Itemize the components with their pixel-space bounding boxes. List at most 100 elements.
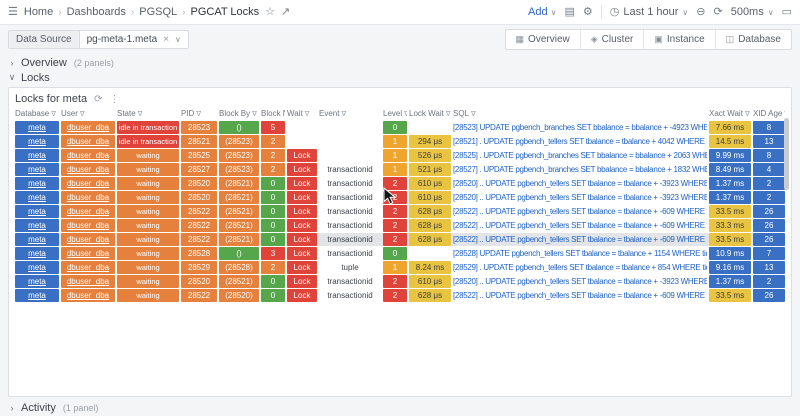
column-header-database[interactable]: Database ∇ <box>15 107 59 120</box>
column-header-sql[interactable]: SQL ∇ <box>453 107 707 120</box>
star-icon[interactable]: ☆ <box>265 5 276 18</box>
cell-database-link[interactable]: meta <box>15 121 59 134</box>
filter-icon[interactable]: ∇ <box>445 110 451 118</box>
column-header-lock-wait[interactable]: Lock Wait ∇ <box>409 107 451 120</box>
column-header-xid-age[interactable]: XID Age∇ <box>753 107 785 120</box>
panel-refresh-icon[interactable]: ⟳ <box>94 93 103 105</box>
column-header-state[interactable]: State ∇ <box>117 107 179 120</box>
view-button-instance[interactable]: ▣ Instance <box>643 29 714 49</box>
filter-icon[interactable]: ∇ <box>252 110 257 118</box>
column-header-xact-wait[interactable]: Xact Wait ∇ <box>709 107 751 120</box>
breadcrumb-item-pgcat-locks[interactable]: PGCAT Locks <box>190 6 260 18</box>
filter-icon[interactable]: ∇ <box>471 110 476 118</box>
cell-database-link[interactable]: meta <box>15 191 59 204</box>
settings-gear-icon[interactable]: ⚙ <box>582 5 593 18</box>
cell-user-link[interactable]: dbuser_dba <box>61 233 115 246</box>
tv-mode-icon[interactable]: ▭ <box>781 5 792 18</box>
dashboard-subnav: Data Source pg-meta-1.meta × ∨ ▦ Overview… <box>0 25 800 53</box>
cell-user-link[interactable]: dbuser_dba <box>61 177 115 190</box>
cell-sql-link[interactable]: [28527] . UPDATE pgbench_branches SET bb… <box>453 164 707 174</box>
filter-icon[interactable]: ∇ <box>304 110 310 118</box>
column-header-block-n[interactable]: Block N∇ <box>261 107 285 120</box>
add-button[interactable]: Add ∨ <box>528 6 556 18</box>
cell-xid-age: 2 <box>753 177 785 190</box>
view-button-database[interactable]: ◫ Database <box>714 29 791 49</box>
cell-block-n: 2 <box>261 135 285 148</box>
cell-user-link[interactable]: dbuser_dba <box>61 163 115 176</box>
breadcrumb-item-dashboards[interactable]: Dashboards <box>66 6 126 18</box>
datasource-select[interactable]: pg-meta-1.meta × ∨ <box>79 29 189 49</box>
filter-icon[interactable]: ∇ <box>744 110 750 118</box>
filter-icon[interactable]: ∇ <box>404 110 407 118</box>
cell-user-link[interactable]: dbuser_dba <box>61 247 115 260</box>
cell-database-link[interactable]: meta <box>15 135 59 148</box>
cell-user-link[interactable]: dbuser_dba <box>61 135 115 148</box>
panel-menu-icon[interactable]: ⋮ <box>109 93 120 105</box>
view-button-cluster[interactable]: ◈ Cluster <box>579 29 644 49</box>
cell-user-link[interactable]: dbuser_dba <box>61 191 115 204</box>
breadcrumb-item-pgsql[interactable]: PGSQL <box>139 6 178 18</box>
column-header-wait[interactable]: Wait ∇ <box>287 107 317 120</box>
breadcrumb-item-home[interactable]: Home <box>23 6 54 18</box>
cell-sql-link[interactable]: [28522] .. UPDATE pgbench_tellers SET tb… <box>453 234 707 244</box>
breadcrumb-separator-icon: › <box>58 6 62 18</box>
menu-icon[interactable]: ☰ <box>8 5 18 18</box>
column-header-level[interactable]: Level ∇ <box>383 107 407 120</box>
cell-user-link[interactable]: dbuser_dba <box>61 289 115 302</box>
view-button-overview[interactable]: ▦ Overview <box>506 30 580 49</box>
cell-user-link[interactable]: dbuser_dba <box>61 261 115 274</box>
cell-database-link[interactable]: meta <box>15 205 59 218</box>
column-header-event[interactable]: Event ∇ <box>319 107 381 120</box>
cell-sql-link[interactable]: [28525] . UPDATE pgbench_branches SET bb… <box>453 150 707 160</box>
column-header-block-by[interactable]: Block By ∇ <box>219 107 259 120</box>
cell-sql-link[interactable]: [28522] .. UPDATE pgbench_tellers SET tb… <box>453 220 707 230</box>
cell-database-link[interactable]: meta <box>15 219 59 232</box>
column-header-pid[interactable]: PID ∇ <box>181 107 217 120</box>
cell-sql-link[interactable]: [28523] UPDATE pgbench_branches SET bbal… <box>453 122 707 132</box>
cell-database-link[interactable]: meta <box>15 247 59 260</box>
cell-database-link[interactable]: meta <box>15 275 59 288</box>
cell-sql-link[interactable]: [28520] .. UPDATE pgbench_tellers SET tb… <box>453 178 707 188</box>
time-range-picker[interactable]: ◷ Last 1 hour ∨ <box>610 6 689 18</box>
share-icon[interactable]: ↗ <box>281 5 291 18</box>
cell-sql-link[interactable]: [28520] .. UPDATE pgbench_tellers SET tb… <box>453 276 707 286</box>
cell-user-link[interactable]: dbuser_dba <box>61 275 115 288</box>
cell-pid: 28528 <box>181 247 217 260</box>
cell-user-link[interactable]: dbuser_dba <box>61 219 115 232</box>
cell-sql-link[interactable]: [28522] .. UPDATE pgbench_tellers SET tb… <box>453 290 707 300</box>
cell-sql-link[interactable]: [28522] .. UPDATE pgbench_tellers SET tb… <box>453 206 707 216</box>
cell-user-link[interactable]: dbuser_dba <box>61 205 115 218</box>
cell-database-link[interactable]: meta <box>15 289 59 302</box>
cell-user-link[interactable]: dbuser_dba <box>61 149 115 162</box>
filter-icon[interactable]: ∇ <box>51 110 56 118</box>
refresh-interval-picker[interactable]: 500ms ∨ <box>731 6 774 18</box>
cell-lock-wait: 294 μs <box>409 135 451 148</box>
cell-database-link[interactable]: meta <box>15 149 59 162</box>
cell-database-link[interactable]: meta <box>15 233 59 246</box>
breadcrumb-separator-icon: › <box>130 6 135 18</box>
cell-database-link[interactable]: meta <box>15 261 59 274</box>
section-row-activity[interactable]: › Activity (1 panel) <box>8 400 792 415</box>
refresh-icon[interactable]: ⟳ <box>713 5 723 18</box>
filter-icon[interactable]: ∇ <box>196 110 202 118</box>
filter-icon[interactable]: ∇ <box>79 110 85 118</box>
section-row-overview[interactable]: › Overview (2 panels) <box>8 55 792 70</box>
filter-icon[interactable]: ∇ <box>784 110 785 118</box>
filter-icon[interactable]: ∇ <box>137 110 143 118</box>
cell-sql-link[interactable]: [28528] UPDATE pgbench_tellers SET tbala… <box>453 248 707 258</box>
column-header-label: XID Age <box>753 109 783 118</box>
close-icon[interactable]: × <box>163 33 170 45</box>
locks-table: Database∇User∇State∇PID∇Block By∇Block N… <box>15 107 785 302</box>
cell-sql-link[interactable]: [28520] .. UPDATE pgbench_tellers SET tb… <box>453 192 707 202</box>
cell-user-link[interactable]: dbuser_dba <box>61 121 115 134</box>
cell-database-link[interactable]: meta <box>15 177 59 190</box>
panel-scrollbar[interactable] <box>784 118 789 190</box>
cell-sql-link[interactable]: [28521] . UPDATE pgbench_tellers SET tba… <box>453 136 707 146</box>
filter-icon[interactable]: ∇ <box>341 110 347 118</box>
section-row-locks[interactable]: ∨ Locks <box>8 70 792 85</box>
cell-database-link[interactable]: meta <box>15 163 59 176</box>
cell-sql-link[interactable]: [28529] . UPDATE pgbench_tellers SET tba… <box>453 262 707 272</box>
save-icon[interactable]: ▤ <box>564 5 575 18</box>
column-header-user[interactable]: User ∇ <box>61 107 115 120</box>
zoom-out-icon[interactable]: ⊖ <box>696 5 706 18</box>
